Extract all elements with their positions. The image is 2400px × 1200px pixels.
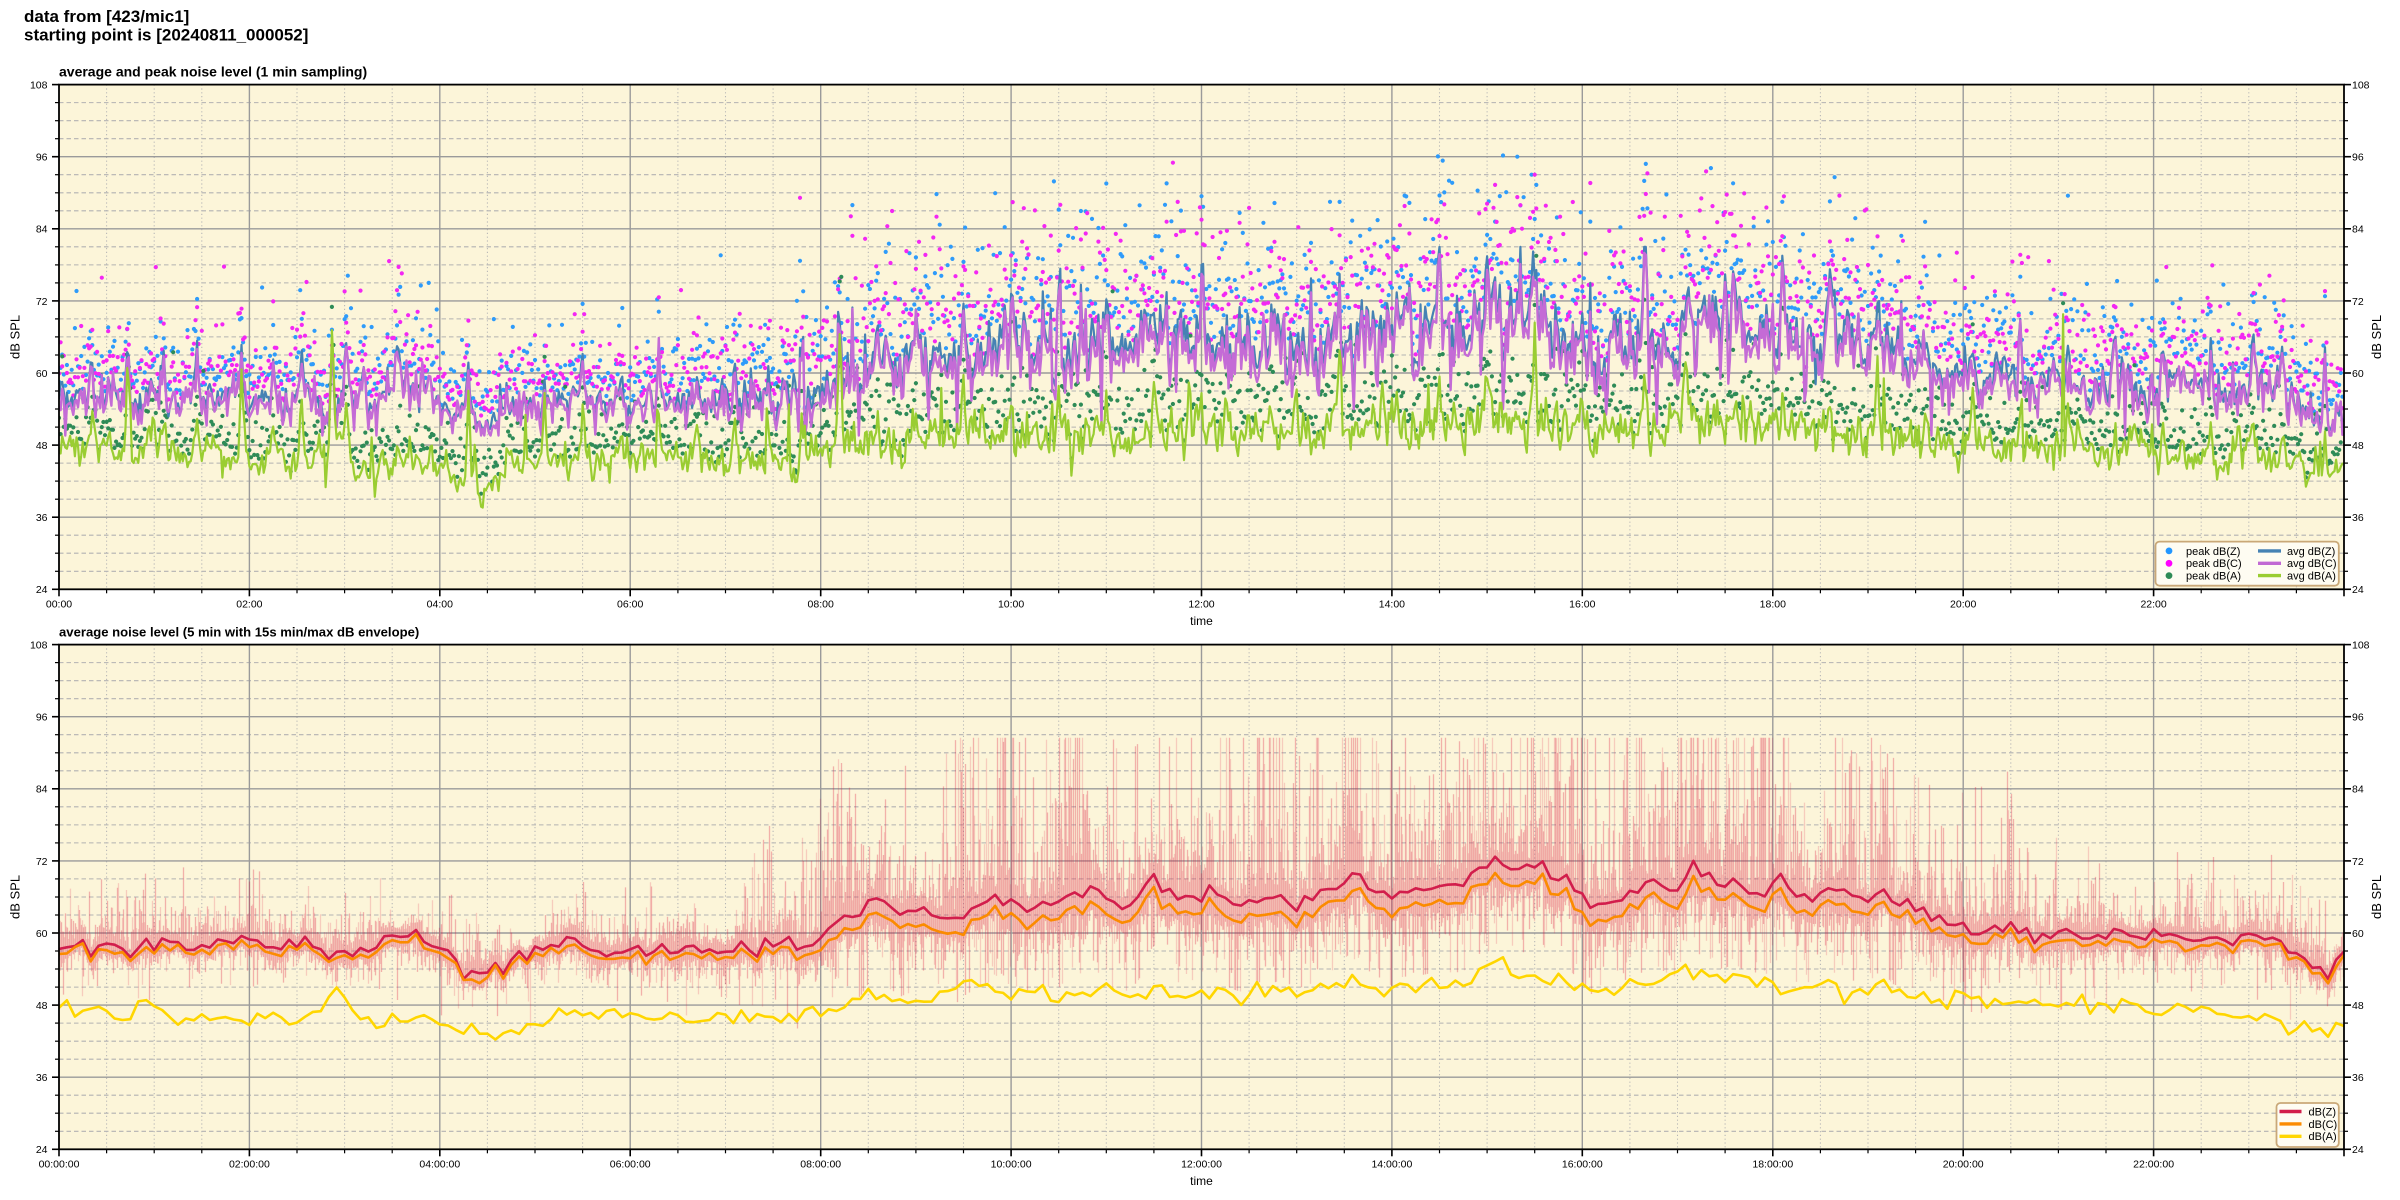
svg-text:22:00:00: 22:00:00 bbox=[2133, 1159, 2174, 1171]
svg-text:dB SPL: dB SPL bbox=[2369, 875, 2384, 919]
svg-text:10:00:00: 10:00:00 bbox=[991, 1159, 1032, 1171]
svg-text:00:00:00: 00:00:00 bbox=[39, 1159, 80, 1171]
svg-text:18:00: 18:00 bbox=[1760, 599, 1786, 611]
svg-text:avg dB(Z): avg dB(Z) bbox=[2287, 546, 2335, 558]
svg-text:dB(A): dB(A) bbox=[2309, 1131, 2337, 1143]
svg-text:avg dB(A): avg dB(A) bbox=[2287, 571, 2336, 583]
svg-text:dB(C): dB(C) bbox=[2309, 1119, 2338, 1131]
svg-text:72: 72 bbox=[2352, 856, 2364, 868]
svg-text:10:00: 10:00 bbox=[998, 599, 1024, 611]
svg-text:108: 108 bbox=[2352, 80, 2370, 92]
svg-text:84: 84 bbox=[2352, 224, 2364, 236]
svg-text:average noise level (5 min wit: average noise level (5 min with 15s min/… bbox=[59, 625, 419, 640]
svg-text:48: 48 bbox=[36, 1000, 48, 1012]
svg-text:02:00:00: 02:00:00 bbox=[229, 1159, 270, 1171]
svg-text:14:00: 14:00 bbox=[1379, 599, 1405, 611]
svg-text:48: 48 bbox=[2352, 440, 2364, 452]
svg-text:72: 72 bbox=[36, 856, 48, 868]
svg-text:108: 108 bbox=[30, 640, 48, 652]
svg-text:36: 36 bbox=[2352, 512, 2364, 524]
svg-text:04:00: 04:00 bbox=[427, 599, 453, 611]
svg-text:average and peak noise level (: average and peak noise level (1 min samp… bbox=[59, 64, 367, 80]
svg-text:60: 60 bbox=[36, 928, 48, 940]
svg-text:16:00:00: 16:00:00 bbox=[1562, 1159, 1603, 1171]
svg-text:20:00: 20:00 bbox=[1950, 599, 1976, 611]
svg-text:108: 108 bbox=[2352, 640, 2370, 652]
svg-text:24: 24 bbox=[36, 1144, 48, 1156]
svg-text:06:00:00: 06:00:00 bbox=[610, 1159, 651, 1171]
svg-text:12:00:00: 12:00:00 bbox=[1181, 1159, 1222, 1171]
svg-text:time: time bbox=[1190, 1174, 1213, 1188]
svg-text:20:00:00: 20:00:00 bbox=[1943, 1159, 1984, 1171]
svg-text:48: 48 bbox=[2352, 1000, 2364, 1012]
svg-text:data from [423/mic1]: data from [423/mic1] bbox=[24, 7, 189, 26]
svg-text:dB(Z): dB(Z) bbox=[2309, 1106, 2337, 1118]
svg-text:08:00: 08:00 bbox=[808, 599, 834, 611]
svg-text:36: 36 bbox=[36, 512, 48, 524]
svg-text:72: 72 bbox=[2352, 296, 2364, 308]
svg-text:avg dB(C): avg dB(C) bbox=[2287, 558, 2337, 570]
svg-text:00:00: 00:00 bbox=[46, 599, 72, 611]
svg-text:36: 36 bbox=[2352, 1072, 2364, 1084]
svg-text:96: 96 bbox=[36, 712, 48, 724]
svg-text:16:00: 16:00 bbox=[1569, 599, 1595, 611]
svg-text:06:00: 06:00 bbox=[617, 599, 643, 611]
svg-text:time: time bbox=[1190, 614, 1213, 628]
svg-text:14:00:00: 14:00:00 bbox=[1371, 1159, 1412, 1171]
svg-text:starting point is [20240811_00: starting point is [20240811_000052] bbox=[24, 26, 308, 45]
svg-text:12:00: 12:00 bbox=[1188, 599, 1214, 611]
svg-text:02:00: 02:00 bbox=[236, 599, 262, 611]
svg-text:dB SPL: dB SPL bbox=[8, 875, 23, 919]
svg-text:dB SPL: dB SPL bbox=[8, 315, 23, 359]
svg-text:96: 96 bbox=[2352, 152, 2364, 164]
svg-text:84: 84 bbox=[36, 784, 48, 796]
svg-text:peak dB(Z): peak dB(Z) bbox=[2186, 546, 2240, 558]
svg-text:60: 60 bbox=[2352, 928, 2364, 940]
svg-text:84: 84 bbox=[36, 224, 48, 236]
svg-text:96: 96 bbox=[2352, 712, 2364, 724]
svg-text:peak dB(C): peak dB(C) bbox=[2186, 558, 2242, 570]
svg-text:24: 24 bbox=[2352, 1144, 2364, 1156]
svg-text:24: 24 bbox=[36, 584, 48, 596]
svg-text:22:00: 22:00 bbox=[2140, 599, 2166, 611]
svg-text:60: 60 bbox=[36, 368, 48, 380]
svg-text:08:00:00: 08:00:00 bbox=[800, 1159, 841, 1171]
svg-text:04:00:00: 04:00:00 bbox=[419, 1159, 460, 1171]
svg-text:peak dB(A): peak dB(A) bbox=[2186, 571, 2241, 583]
svg-text:108: 108 bbox=[30, 80, 48, 92]
svg-text:36: 36 bbox=[36, 1072, 48, 1084]
svg-text:48: 48 bbox=[36, 440, 48, 452]
svg-text:dB SPL: dB SPL bbox=[2369, 315, 2384, 359]
svg-text:84: 84 bbox=[2352, 784, 2364, 796]
svg-text:24: 24 bbox=[2352, 584, 2364, 596]
svg-text:18:00:00: 18:00:00 bbox=[1752, 1159, 1793, 1171]
svg-text:60: 60 bbox=[2352, 368, 2364, 380]
svg-text:72: 72 bbox=[36, 296, 48, 308]
svg-text:96: 96 bbox=[36, 152, 48, 164]
